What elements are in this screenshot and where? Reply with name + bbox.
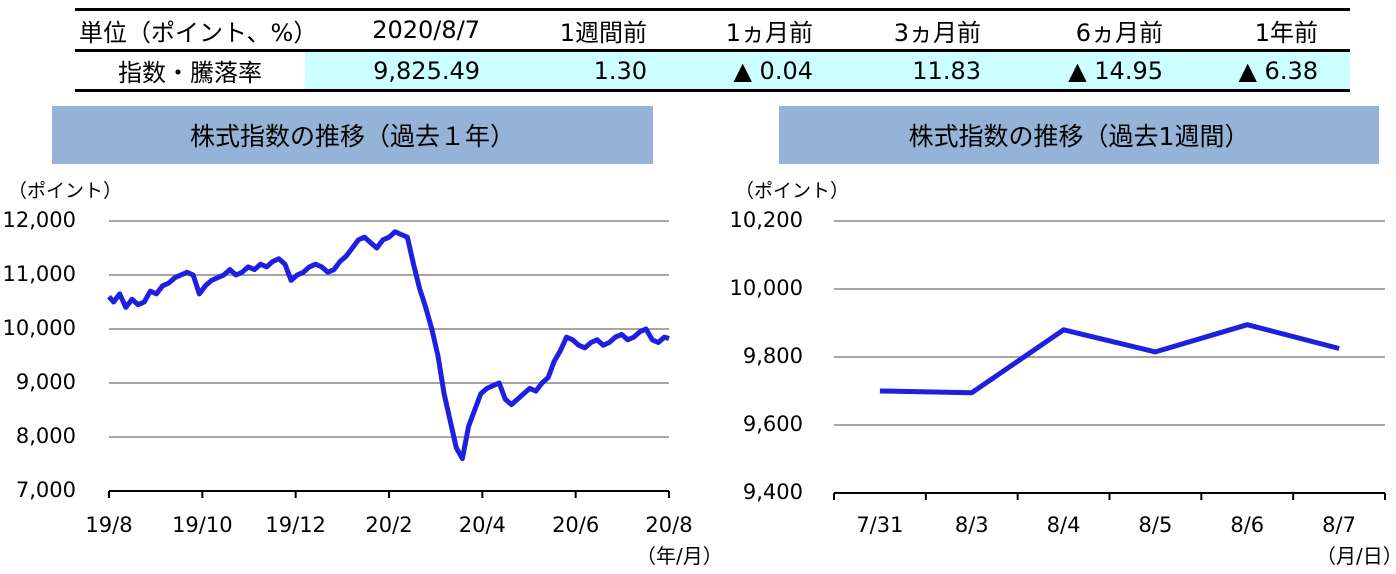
six-month-header: 6ヵ月前 xyxy=(1075,18,1163,47)
index-value: 9,825.49 xyxy=(373,56,480,85)
week-chart-title: 株式指数の推移（過去1週間） xyxy=(779,106,1379,164)
week-ytick-label: 10,200 xyxy=(729,208,803,232)
month-change: ▲ 0.04 xyxy=(733,56,813,85)
week-change: 1.30 xyxy=(593,56,647,85)
summary-table: 単位（ポイント、%） 2020/8/7 1週間前 1ヵ月前 3ヵ月前 6ヵ月前 … xyxy=(75,8,1350,92)
year-ytick-label: 7,000 xyxy=(15,478,76,502)
week-xtick-label: 7/31 xyxy=(856,513,904,537)
year-ytick-label: 12,000 xyxy=(2,208,76,232)
six-month-change: ▲ 14.95 xyxy=(1068,56,1163,85)
date-header: 2020/8/7 xyxy=(372,16,480,44)
one-year-header: 1年前 xyxy=(1254,18,1318,47)
month-ago-header: 1ヵ月前 xyxy=(725,18,813,47)
week-series-line xyxy=(879,322,1340,396)
year-ytick-label: 11,000 xyxy=(2,262,76,286)
row-label: 指数・騰落率 xyxy=(118,59,262,87)
week-chart-ylabel: （ポイント） xyxy=(735,180,850,202)
one-year-change: ▲ 6.38 xyxy=(1238,56,1318,85)
year-chart-xunit: （年/月） xyxy=(636,544,723,568)
unit-header: 単位（ポイント、%） xyxy=(79,18,318,47)
week-ago-header: 1週間前 xyxy=(559,18,647,47)
year-ytick-label: 9,000 xyxy=(15,370,76,394)
year-xtick-label: 19/10 xyxy=(172,513,233,537)
year-chart-ylabel: （ポイント） xyxy=(8,180,123,202)
week-ytick-label: 9,600 xyxy=(742,412,803,436)
year-ytick-label: 10,000 xyxy=(2,316,76,340)
three-month-change: 11.83 xyxy=(912,56,981,85)
year-xtick-label: 20/6 xyxy=(552,513,600,537)
value-highlight xyxy=(305,52,1350,89)
week-xtick-label: 8/5 xyxy=(1138,513,1173,537)
year-chart-title: 株式指数の推移（過去１年） xyxy=(52,106,653,164)
week-ytick-label: 9,800 xyxy=(742,344,803,368)
week-xtick-label: 8/4 xyxy=(1046,513,1081,537)
week-chart-xunit: （月/日） xyxy=(1316,544,1396,568)
year-xtick-label: 20/8 xyxy=(645,513,693,537)
week-ytick-label: 10,000 xyxy=(729,276,803,300)
summary-data-row: 指数・騰落率 9,825.49 1.30 ▲ 0.04 11.83 ▲ 14.9… xyxy=(75,52,1350,89)
year-ytick-label: 8,000 xyxy=(15,424,76,448)
year-xtick-label: 20/4 xyxy=(458,513,506,537)
week-xtick-label: 8/3 xyxy=(954,513,989,537)
week-xtick-label: 8/7 xyxy=(1322,513,1356,537)
table-divider xyxy=(75,49,1350,52)
year-xtick-label: 20/2 xyxy=(365,513,413,537)
three-month-header: 3ヵ月前 xyxy=(893,18,981,47)
summary-header-row: 単位（ポイント、%） 2020/8/7 1週間前 1ヵ月前 3ヵ月前 6ヵ月前 … xyxy=(75,11,1350,49)
week-ytick-label: 9,400 xyxy=(742,480,803,504)
year-xtick-label: 19/12 xyxy=(265,513,326,537)
year-series-line xyxy=(107,229,670,462)
week-xtick-label: 8/6 xyxy=(1230,513,1265,537)
year-xtick-label: 19/8 xyxy=(85,513,133,537)
